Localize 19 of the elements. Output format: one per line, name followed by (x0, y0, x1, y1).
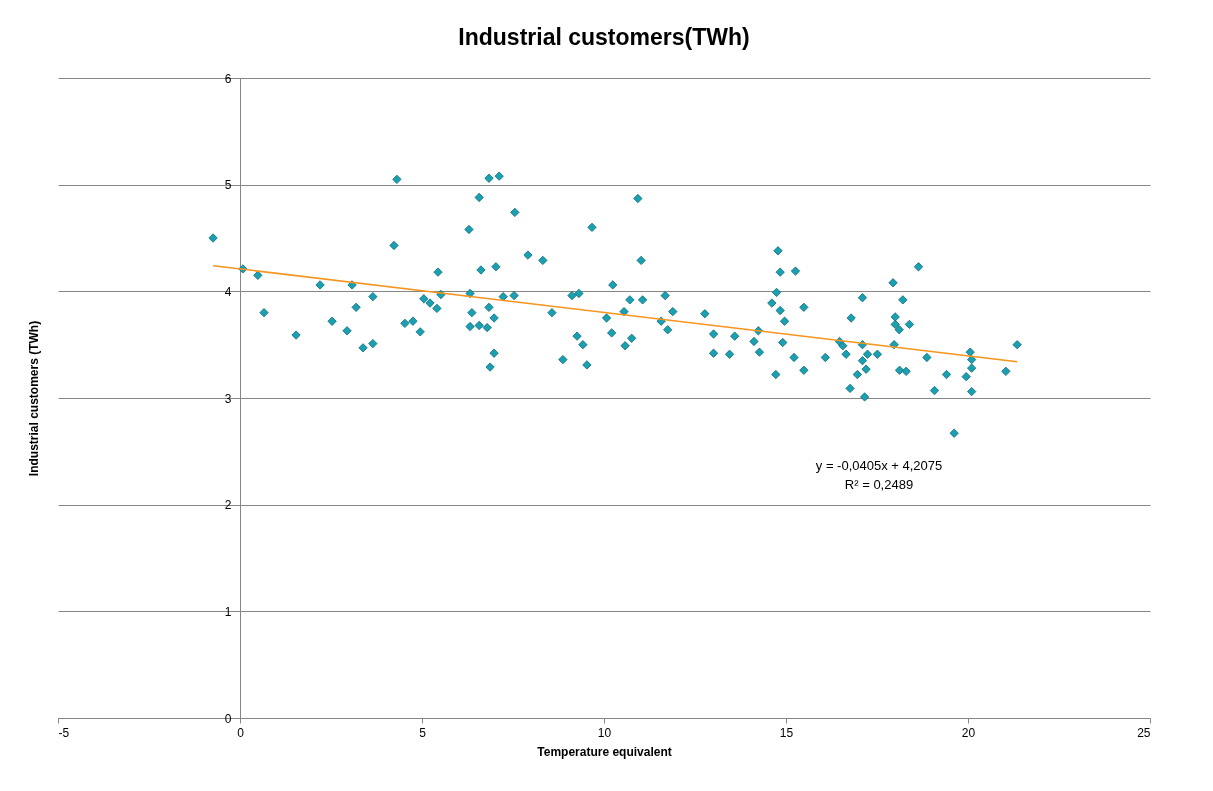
x-tick-label: 15 (779, 725, 794, 740)
y-axis-title: Industrial customers (TWh) (26, 320, 41, 477)
x-tick-label: 10 (597, 725, 612, 740)
y-tick-label: 6 (224, 71, 232, 86)
y-tick-label: 5 (224, 178, 232, 193)
y-tick-label: 1 (224, 604, 232, 619)
y-tick-label: 0 (224, 711, 232, 726)
y-tick-label: 2 (224, 498, 232, 513)
annotation: y = -0,0405x + 4,2075 (815, 458, 943, 473)
y-tick-label: 4 (224, 284, 232, 299)
annotation: R² = 0,2489 (844, 477, 914, 492)
chart-title: Industrial customers(TWh) (458, 24, 750, 50)
y-tick-label: 3 (224, 391, 232, 406)
x-axis-title: Temperature equivalent (537, 744, 672, 759)
x-tick-label: 0 (237, 725, 245, 740)
x-tick-label: 5 (419, 725, 427, 740)
x-tick-label: -5 (58, 725, 70, 740)
x-tick-label: 25 (1137, 725, 1151, 740)
x-tick-label: 20 (961, 725, 976, 740)
